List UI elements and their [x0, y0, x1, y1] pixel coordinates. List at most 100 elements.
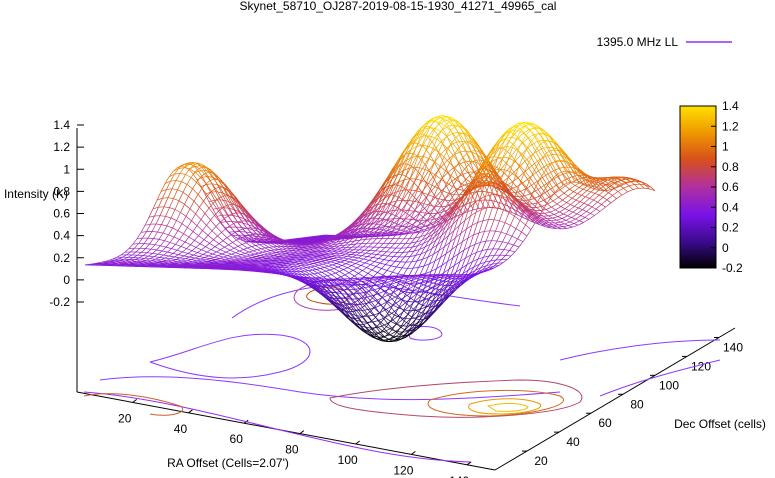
- mesh-segment: [316, 235, 322, 237]
- mesh-segment: [336, 263, 343, 266]
- mesh-segment: [100, 261, 106, 263]
- mesh-segment: [420, 306, 427, 310]
- mesh-segment: [140, 231, 147, 233]
- mesh-segment: [245, 241, 251, 244]
- mesh-segment: [257, 257, 262, 259]
- mesh-segment: [279, 251, 285, 253]
- mesh-segment: [542, 173, 549, 178]
- mesh-segment: [164, 255, 170, 259]
- mesh-segment: [249, 235, 254, 239]
- mesh-segment: [493, 219, 500, 222]
- mesh-segment: [198, 254, 204, 257]
- mesh-segment: [532, 170, 539, 176]
- mesh-segment: [587, 199, 594, 206]
- mesh-segment: [605, 184, 612, 190]
- mesh-segment: [129, 257, 134, 260]
- mesh-segment: [217, 184, 222, 193]
- mesh-segment: [178, 167, 185, 169]
- contour-line: [83, 391, 471, 463]
- mesh-segment: [221, 192, 226, 201]
- mesh-segment: [408, 325, 415, 332]
- mesh-segment: [243, 249, 250, 253]
- mesh-segment: [149, 256, 155, 260]
- mesh-segment: [220, 246, 225, 250]
- mesh-segment: [404, 228, 411, 232]
- mesh-segment: [171, 266, 176, 268]
- mesh-segment: [325, 241, 330, 245]
- mesh-segment: [245, 215, 251, 222]
- mesh-segment: [169, 242, 176, 245]
- mesh-segment: [163, 251, 168, 256]
- mesh-segment: [188, 231, 194, 238]
- mesh-segment: [196, 219, 202, 226]
- mesh-segment: [541, 194, 548, 204]
- mesh-segment: [302, 251, 308, 254]
- mesh-segment: [188, 188, 193, 197]
- mesh-segment: [265, 255, 270, 258]
- mesh-segment: [134, 243, 139, 249]
- mesh-segment: [412, 155, 419, 158]
- mesh-segment: [226, 237, 233, 243]
- mesh-segment: [431, 244, 438, 249]
- mesh-segment: [394, 306, 401, 312]
- mesh-segment: [170, 217, 177, 221]
- mesh-segment: [576, 209, 583, 215]
- mesh-segment: [170, 263, 176, 265]
- mesh-segment: [161, 224, 168, 227]
- mesh-segment: [179, 172, 186, 175]
- mesh-segment: [199, 206, 206, 214]
- x-tick-mark: [411, 450, 416, 455]
- mesh-segment: [149, 243, 156, 246]
- mesh-segment: [511, 235, 518, 240]
- mesh-segment: [322, 235, 327, 237]
- mesh-segment: [393, 333, 400, 338]
- mesh-segment: [210, 215, 215, 221]
- mesh-segment: [382, 339, 389, 341]
- mesh-segment: [369, 331, 376, 334]
- mesh-segment: [285, 242, 291, 244]
- mesh-segment: [470, 252, 477, 256]
- mesh-segment: [210, 249, 217, 253]
- mesh-segment: [190, 171, 196, 178]
- mesh-segment: [426, 300, 433, 307]
- mesh-segment: [366, 292, 373, 299]
- mesh-segment: [530, 178, 537, 187]
- mesh-segment: [127, 254, 133, 258]
- mesh-segment: [174, 200, 180, 210]
- mesh-segment: [327, 284, 334, 287]
- mesh-segment: [187, 220, 192, 228]
- mesh-segment: [412, 186, 419, 196]
- mesh-segment: [181, 181, 188, 185]
- mesh-segment: [361, 255, 368, 257]
- mesh-segment: [270, 234, 275, 238]
- mesh-segment: [345, 225, 350, 231]
- mesh-segment: [437, 208, 444, 214]
- mesh-segment: [240, 252, 246, 255]
- mesh-segment: [212, 253, 219, 257]
- mesh-segment: [302, 246, 307, 248]
- mesh-segment: [499, 139, 506, 148]
- mesh-segment: [378, 258, 385, 260]
- mesh-segment: [599, 206, 606, 212]
- mesh-segment: [270, 234, 276, 237]
- mesh-segment: [215, 226, 222, 233]
- mesh-segment: [279, 241, 284, 244]
- mesh-segment: [312, 242, 318, 245]
- mesh-segment: [219, 256, 224, 259]
- contour-line: [407, 326, 443, 341]
- mesh-segment: [195, 265, 201, 267]
- mesh-segment: [451, 245, 458, 250]
- mesh-segment: [435, 290, 442, 295]
- y-tick-label: 40: [566, 435, 580, 449]
- mesh-segment: [343, 241, 350, 244]
- mesh-segment: [516, 142, 523, 150]
- mesh-segment: [378, 279, 385, 284]
- mesh-segment: [379, 309, 386, 314]
- mesh-segment: [190, 163, 195, 167]
- mesh-segment: [385, 291, 392, 296]
- mesh-segment: [132, 238, 138, 245]
- mesh-segment: [423, 240, 430, 244]
- mesh-segment: [228, 195, 235, 205]
- contour-line: [599, 359, 721, 397]
